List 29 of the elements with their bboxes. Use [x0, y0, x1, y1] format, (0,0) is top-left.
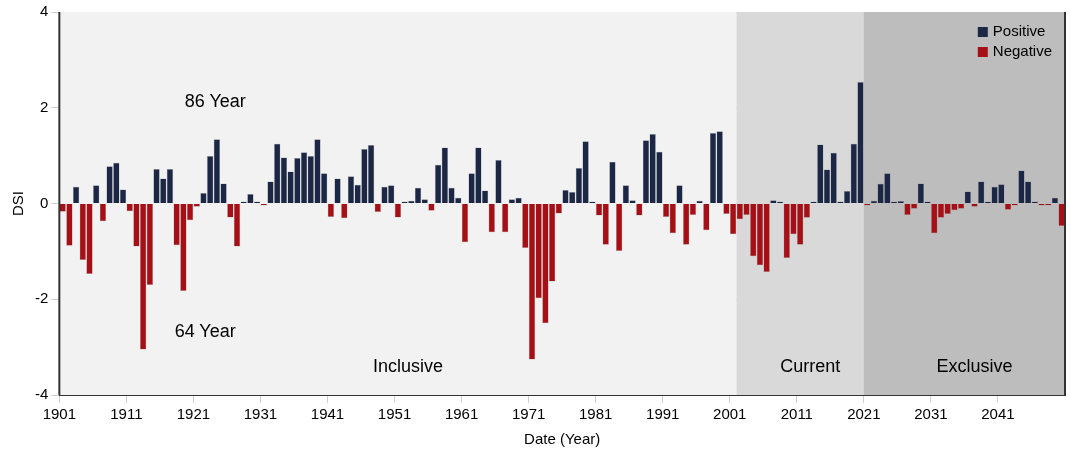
band-label: Inclusive [372, 355, 443, 376]
x-tick-label: 1911 [110, 405, 143, 423]
y-tick-label: 0 [39, 193, 49, 211]
x-tick-label: 1931 [243, 405, 278, 423]
x-tick-label: 1941 [310, 405, 345, 423]
x-tick-label: 1901 [42, 405, 77, 423]
band-label: Current [780, 355, 841, 376]
x-tick-label: 2011 [780, 405, 813, 423]
legend-label: Negative [992, 42, 1052, 60]
x-tick-label: 1981 [579, 405, 613, 423]
x-tick-label: 1961 [444, 405, 479, 423]
annotation: 64 Year [174, 320, 236, 341]
annotation: 86 Year [184, 90, 246, 111]
x-tick-label: 1921 [176, 405, 211, 423]
y-tick-label: -4 [34, 385, 49, 403]
x-tick-label: 2001 [713, 405, 747, 423]
legend-label: Positive [992, 22, 1046, 40]
x-tick-label: 2031 [914, 405, 948, 423]
y-tick-label: 2 [39, 97, 49, 115]
y-tick-label: 4 [39, 2, 49, 20]
x-tick-label: 1991 [646, 405, 680, 423]
x-tick-label: 1971 [511, 405, 546, 423]
x-tick-label: 1951 [377, 405, 412, 423]
y-axis-title: DSI [9, 190, 27, 217]
y-tick-label: -2 [34, 289, 49, 307]
x-tick-label: 2021 [847, 405, 881, 423]
x-axis-title: Date (Year) [524, 430, 601, 448]
band-label: Exclusive [936, 355, 1013, 376]
x-tick-label: 2041 [981, 405, 1015, 423]
